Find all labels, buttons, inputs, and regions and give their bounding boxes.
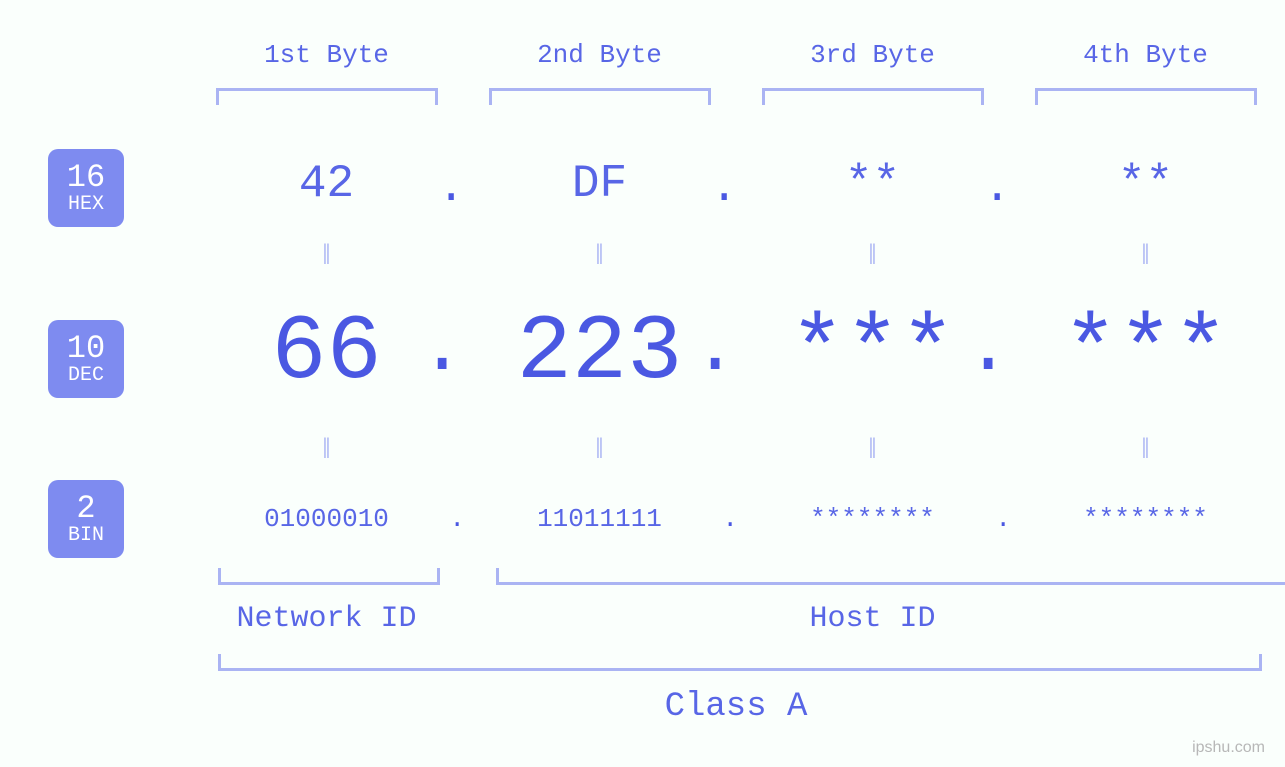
equiv-2-2: ‖ bbox=[463, 432, 736, 468]
label-class: Class A bbox=[190, 688, 1282, 726]
equiv-2-4: ‖ bbox=[1009, 432, 1282, 468]
row-bin: 01000010. 11011111. ********. ******** bbox=[190, 504, 1282, 534]
hex-byte-1: 42. bbox=[190, 158, 463, 210]
byte-headers: 1st Byte 2nd Byte 3rd Byte 4th Byte bbox=[190, 40, 1285, 70]
equiv-1-4: ‖ bbox=[1009, 238, 1282, 274]
base-dec-num: 10 bbox=[67, 332, 105, 366]
bracket-top-1 bbox=[190, 88, 463, 105]
bracket-top-2 bbox=[463, 88, 736, 105]
bracket-host bbox=[496, 568, 1285, 585]
base-box-dec: 10 DEC bbox=[48, 320, 124, 398]
bracket-top-3 bbox=[736, 88, 1009, 105]
base-box-hex: 16 HEX bbox=[48, 149, 124, 227]
equiv-1-2: ‖ bbox=[463, 238, 736, 274]
byte-brackets-top bbox=[190, 88, 1282, 105]
dec-byte-3: ***. bbox=[736, 300, 1009, 405]
dec-byte-2: 223. bbox=[463, 300, 736, 405]
byte-header-2: 2nd Byte bbox=[463, 40, 736, 70]
row-equiv-1: ‖ ‖ ‖ ‖ bbox=[190, 238, 1282, 274]
bottom-brackets bbox=[190, 568, 1285, 585]
hex-byte-4: ** bbox=[1009, 158, 1282, 210]
bracket-class bbox=[218, 654, 1262, 671]
bin-byte-3: ********. bbox=[736, 504, 1009, 534]
base-hex-txt: HEX bbox=[68, 194, 104, 215]
hex-byte-2: DF. bbox=[463, 158, 736, 210]
row-hex: 42. DF. **. ** bbox=[190, 158, 1282, 210]
bin-byte-4: ******** bbox=[1009, 504, 1282, 534]
base-bin-txt: BIN bbox=[68, 525, 104, 546]
bottom-labels: Network ID Host ID bbox=[190, 602, 1282, 636]
bin-byte-1: 01000010. bbox=[190, 504, 463, 534]
attribution: ipshu.com bbox=[1192, 739, 1265, 757]
row-equiv-2: ‖ ‖ ‖ ‖ bbox=[190, 432, 1282, 468]
byte-header-3: 3rd Byte bbox=[736, 40, 1009, 70]
bracket-network bbox=[218, 568, 440, 585]
byte-header-1: 1st Byte bbox=[190, 40, 463, 70]
row-dec: 66. 223. ***. *** bbox=[190, 300, 1282, 405]
dec-byte-4: *** bbox=[1009, 300, 1282, 405]
label-network: Network ID bbox=[190, 602, 463, 636]
equiv-1-1: ‖ bbox=[190, 238, 463, 274]
equiv-2-1: ‖ bbox=[190, 432, 463, 468]
base-bin-num: 2 bbox=[76, 492, 95, 526]
base-dec-txt: DEC bbox=[68, 365, 104, 386]
bracket-top-4 bbox=[1009, 88, 1282, 105]
equiv-2-3: ‖ bbox=[736, 432, 1009, 468]
label-host: Host ID bbox=[463, 602, 1282, 636]
bin-byte-2: 11011111. bbox=[463, 504, 736, 534]
hex-byte-3: **. bbox=[736, 158, 1009, 210]
base-box-bin: 2 BIN bbox=[48, 480, 124, 558]
byte-header-4: 4th Byte bbox=[1009, 40, 1282, 70]
equiv-1-3: ‖ bbox=[736, 238, 1009, 274]
dec-byte-1: 66. bbox=[190, 300, 463, 405]
base-hex-num: 16 bbox=[67, 161, 105, 195]
